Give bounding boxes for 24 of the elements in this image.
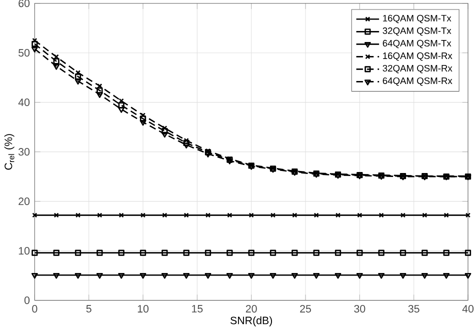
x-tick-label: 5 bbox=[86, 305, 92, 312]
x-tick-label: 20 bbox=[246, 305, 257, 313]
legend-label: 32QAM QSM-Tx bbox=[382, 27, 452, 36]
y-axis-title: C$_{rel}$ (%) bbox=[4, 134, 14, 170]
x-tick-label: 30 bbox=[354, 305, 366, 313]
x-axis-title: SNR(dB) bbox=[230, 316, 272, 326]
x-tick-label: 0 bbox=[32, 305, 38, 313]
x-tick-label: 25 bbox=[300, 305, 311, 313]
y-tick-label: 0 bbox=[24, 296, 30, 304]
y-tick-label: 20 bbox=[18, 198, 30, 206]
y-tick-label: 30 bbox=[18, 148, 30, 156]
legend-label: 32QAM QSM-Rx bbox=[382, 64, 452, 74]
x-tick-label: 10 bbox=[138, 305, 149, 313]
y-tick-label: 60 bbox=[18, 0, 30, 8]
x-tick-label: 35 bbox=[408, 305, 420, 313]
y-tick-label: 10 bbox=[18, 247, 30, 255]
y-tick-label: 50 bbox=[18, 49, 30, 57]
x-tick-label: 15 bbox=[192, 305, 203, 312]
legend-label: 16QAM QSM-Rx bbox=[383, 52, 452, 61]
legend-label: 64QAM QSM-Rx bbox=[382, 77, 452, 86]
y-tick-label: 40 bbox=[18, 98, 30, 106]
legend-label: 16QAM QSM-Tx bbox=[383, 14, 452, 24]
x-tick-label: 40 bbox=[462, 305, 474, 313]
legend-label: 64QAM QSM-Tx bbox=[382, 40, 452, 48]
